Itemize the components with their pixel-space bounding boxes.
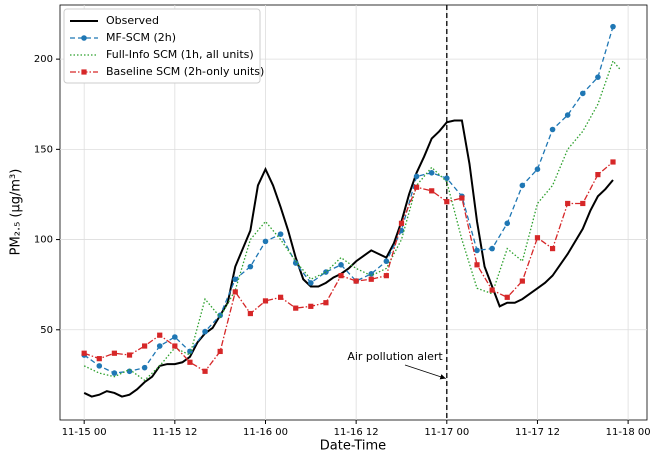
- x-tick-label: 11-15 12: [152, 427, 197, 438]
- point-marker: [459, 195, 465, 201]
- point-marker: [353, 278, 359, 284]
- point-marker: [534, 235, 541, 241]
- point-marker: [398, 220, 405, 226]
- point-marker: [429, 188, 435, 194]
- x-tick-label: 11-16 00: [243, 427, 288, 438]
- point-marker: [519, 278, 525, 284]
- point-marker: [292, 260, 299, 266]
- point-marker: [202, 328, 208, 335]
- point-marker: [489, 287, 495, 293]
- point-marker: [610, 159, 616, 165]
- legend-label: Full-Info SCM (1h, all units): [106, 48, 254, 61]
- series-line: [83, 119, 614, 398]
- legend-label: MF-SCM (2h): [106, 31, 176, 44]
- point-marker: [474, 262, 480, 268]
- point-marker: [308, 303, 314, 309]
- point-marker: [96, 363, 103, 369]
- point-marker: [549, 126, 556, 133]
- point-marker: [172, 343, 178, 349]
- x-tick-label: 11-17 12: [515, 427, 560, 438]
- point-marker: [413, 184, 420, 190]
- point-marker: [610, 23, 616, 30]
- point-marker: [247, 310, 253, 317]
- legend-box: [63, 8, 261, 84]
- y-tick-label: 50: [40, 325, 53, 336]
- point-marker: [293, 305, 299, 311]
- point-marker: [383, 273, 389, 279]
- y-axis-label: PM₂.₅ (μg/m³): [9, 169, 24, 256]
- point-marker: [368, 276, 374, 282]
- point-marker: [474, 247, 480, 254]
- point-marker: [202, 368, 208, 374]
- series-line: [83, 161, 614, 373]
- point-marker: [232, 276, 239, 283]
- point-marker: [428, 170, 435, 176]
- point-marker: [142, 343, 148, 349]
- series-line: [83, 59, 622, 382]
- point-marker: [564, 112, 571, 118]
- x-tick-label: 11-17 00: [424, 427, 469, 438]
- point-marker: [111, 350, 117, 356]
- x-tick-label: 11-18 00: [606, 427, 651, 438]
- point-marker: [519, 182, 526, 189]
- point-marker: [262, 238, 269, 245]
- point-marker: [444, 199, 450, 205]
- point-marker: [579, 90, 586, 97]
- point-marker: [81, 350, 87, 356]
- x-tick-label: 11-15 00: [62, 427, 107, 438]
- point-marker: [247, 263, 254, 270]
- point-marker: [262, 298, 269, 304]
- y-tick-label: 100: [34, 235, 53, 246]
- point-marker: [96, 356, 102, 362]
- x-axis-label: Date-Time: [320, 439, 386, 454]
- point-marker: [277, 294, 284, 300]
- point-marker: [187, 359, 193, 365]
- legend-label: Observed: [106, 14, 159, 27]
- point-marker: [383, 258, 390, 265]
- plot-frame: [59, 4, 648, 421]
- point-marker: [595, 74, 601, 80]
- legend-marker: [81, 35, 87, 41]
- point-marker: [157, 332, 163, 338]
- annotation-arrow: [404, 364, 446, 380]
- legend-label: Baseline SCM (2h-only units): [106, 65, 264, 78]
- point-marker: [534, 166, 541, 172]
- point-marker: [444, 175, 450, 182]
- point-marker: [156, 343, 163, 349]
- point-marker: [141, 364, 148, 371]
- annotation-text: Air pollution alert: [347, 350, 443, 363]
- point-marker: [217, 348, 223, 355]
- point-marker: [413, 173, 420, 180]
- point-marker: [338, 273, 344, 279]
- legend: Observed MF-SCM (2h) Full-Info SCM (1h, al…: [63, 8, 264, 84]
- point-marker: [368, 271, 375, 277]
- point-marker: [489, 245, 495, 252]
- y-tick-label: 150: [34, 144, 53, 155]
- point-marker: [111, 370, 118, 376]
- point-marker: [232, 289, 238, 295]
- point-marker: [565, 200, 571, 207]
- point-marker: [126, 352, 133, 358]
- point-marker: [580, 200, 586, 207]
- legend-marker: [81, 69, 87, 75]
- point-marker: [504, 294, 510, 300]
- y-tick-label: 200: [34, 54, 53, 65]
- point-marker: [504, 220, 511, 227]
- point-marker: [338, 262, 344, 268]
- point-marker: [549, 245, 556, 252]
- point-marker: [277, 231, 284, 237]
- series-line: [83, 26, 614, 374]
- x-tick-label: 11-16 12: [334, 427, 379, 438]
- point-marker: [172, 334, 178, 340]
- point-marker: [308, 280, 314, 286]
- point-marker: [323, 300, 329, 306]
- point-marker: [595, 172, 601, 178]
